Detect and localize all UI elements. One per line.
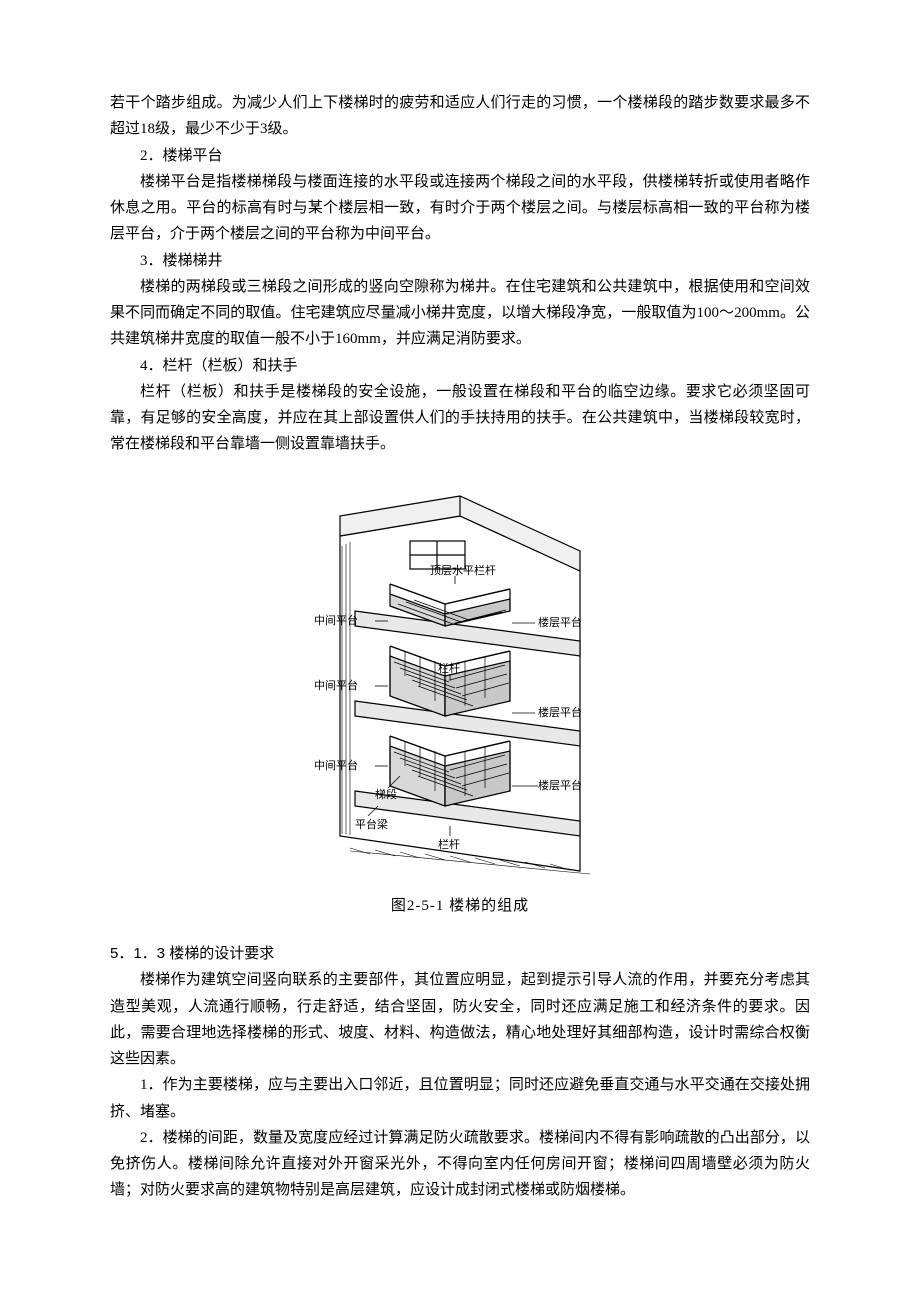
label-mid-platform-3: 中间平台 xyxy=(314,758,358,772)
intro-continuation: 若干个踏步组成。为减少人们上下楼梯时的疲劳和适应人们行走的习惯，一个楼梯段的踏步… xyxy=(110,90,810,143)
label-top-rail: 顶层水平栏杆 xyxy=(430,563,496,577)
heading-3: 3．楼梯梯井 xyxy=(110,248,810,274)
heading-4: 4．栏杆（栏板）和扶手 xyxy=(110,353,810,379)
section-5-1-3-title: 5．1．3 楼梯的设计要求 xyxy=(110,941,810,967)
sec513-p2: 1．作为主要楼梯，应与主要出入口邻近，且位置明显；同时还应避免垂直交通与水平交通… xyxy=(110,1072,810,1125)
label-mid-platform-1: 中间平台 xyxy=(314,613,358,627)
sec513-p1: 楼梯作为建筑空间竖向联系的主要部件，其位置应明显，起到提示引导人流的作用，并要充… xyxy=(110,967,810,1072)
label-platform-beam: 平台梁 xyxy=(355,817,388,831)
figure-caption: 图2-5-1 楼梯的组成 xyxy=(110,893,810,919)
stair-diagram: 顶层水平栏杆 楼层平台 楼层平台 楼层平台 中间平台 中间平台 中间平台 栏杆 … xyxy=(280,476,640,876)
label-floor-platform-1: 楼层平台 xyxy=(538,615,582,629)
heading-2: 2．楼梯平台 xyxy=(110,143,810,169)
sec3-p1: 楼梯的两梯段或三梯段之间形成的竖向空隙称为梯井。在住宅建筑和公共建筑中，根据使用… xyxy=(110,274,810,353)
label-railing-2: 栏杆 xyxy=(438,837,460,851)
sec2-p1: 楼梯平台是指楼梯梯段与楼面连接的水平段或连接两个梯段之间的水平段，供楼梯转折或使… xyxy=(110,169,810,248)
figure-2-5-1: 顶层水平栏杆 楼层平台 楼层平台 楼层平台 中间平台 中间平台 中间平台 栏杆 … xyxy=(110,476,810,920)
label-stair-flight: 梯段 xyxy=(375,787,397,801)
sec513-p3: 2．楼梯的间距，数量及宽度应经过计算满足防火疏散要求。楼梯间内不得有影响疏散的凸… xyxy=(110,1125,810,1204)
label-mid-platform-2: 中间平台 xyxy=(314,678,358,692)
label-floor-platform-3: 楼层平台 xyxy=(538,778,582,792)
label-floor-platform-2: 楼层平台 xyxy=(538,705,582,719)
label-railing-1: 栏杆 xyxy=(438,661,460,675)
sec4-p1: 栏杆（栏板）和扶手是楼梯段的安全设施，一般设置在梯段和平台的临空边缘。要求它必须… xyxy=(110,379,810,458)
